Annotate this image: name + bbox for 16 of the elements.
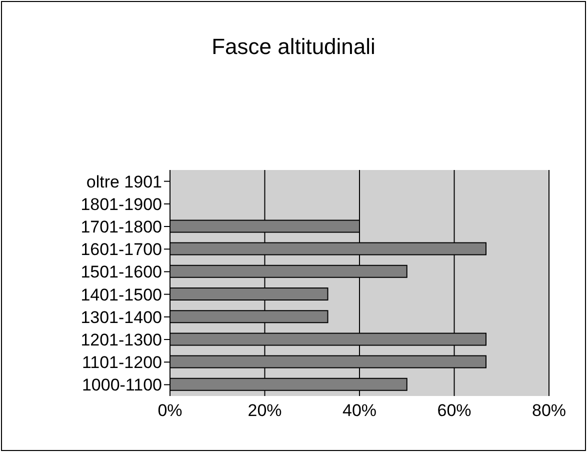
y-tick-label: 1701-1800: [80, 218, 162, 237]
x-tick-label: 80%: [532, 401, 566, 420]
chart-title: Fasce altitudinali: [210, 34, 376, 60]
y-tick-label: 1501-1600: [80, 262, 162, 282]
x-tick-label: 20%: [248, 401, 282, 420]
x-tick-label: 0%: [158, 401, 182, 420]
y-tick-label: 1401-1500: [80, 285, 162, 304]
x-tick-label: 40%: [342, 401, 377, 420]
y-tick-label: 1000-1100: [82, 376, 162, 395]
x-tick-label: 60%: [437, 401, 472, 420]
y-tick-label: 1801-1900: [80, 194, 162, 214]
y-tick-label: 1301-1400: [80, 308, 162, 327]
y-tick-label: 1201-1300: [80, 330, 162, 350]
y-tick-label: oltre 1901: [86, 172, 162, 192]
y-tick-label: 1101-1200: [82, 353, 162, 372]
y-tick-label: 1601-1700: [80, 240, 162, 260]
